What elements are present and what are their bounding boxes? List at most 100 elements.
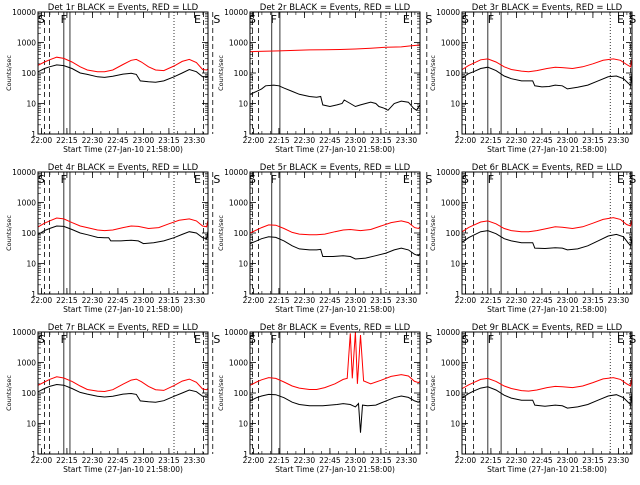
- lld-series-line: [38, 56, 208, 73]
- x-tick-label: 23:30: [184, 296, 206, 305]
- x-axis-label: Start Time (27-Jan-10 21:58:00): [487, 465, 607, 474]
- time-marker-letter: S: [38, 173, 45, 186]
- x-tick-label: 23:30: [396, 136, 418, 145]
- y-tick-label: 10: [238, 420, 248, 429]
- time-marker-letter: S: [425, 13, 432, 26]
- y-tick-label: 10: [450, 260, 460, 269]
- panel-title: Det 2r BLACK = Events, RED = LLD: [260, 3, 411, 13]
- x-tick-label: 22:45: [531, 456, 553, 465]
- x-tick-label: 22:00: [455, 136, 477, 145]
- y-tick-label: 100: [22, 389, 37, 398]
- x-tick-label: 23:00: [345, 296, 367, 305]
- y-axis-label: Counts/sec: [5, 55, 13, 91]
- y-tick-label: 1000: [441, 199, 460, 208]
- x-tick-label: 23:30: [608, 456, 630, 465]
- lld-series-line: [250, 220, 420, 236]
- panel-9: Det 9r BLACK = Events, RED = LLD 1 10 100 10…: [429, 323, 636, 474]
- time-marker-letter: F: [488, 173, 494, 186]
- lld-series-line: [250, 332, 420, 390]
- lld-series-line: [38, 217, 208, 232]
- panel-title: Det 5r BLACK = Events, RED = LLD: [260, 163, 411, 173]
- x-tick-label: 22:30: [506, 296, 528, 305]
- panel-5: Det 5r BLACK = Events, RED = LLD 1 10 100 10…: [217, 163, 432, 314]
- panel-title: Det 1r BLACK = Events, RED = LLD: [48, 3, 199, 13]
- panel-8: Det 8r BLACK = Events, RED = LLD 1 10 100 10…: [217, 323, 432, 474]
- y-tick-label: 1000: [17, 359, 36, 368]
- x-tick-label: 23:00: [133, 296, 155, 305]
- time-marker-letter: E: [194, 13, 201, 26]
- x-tick-label: 23:15: [158, 136, 180, 145]
- plot-frame: [37, 331, 209, 455]
- plot-frame: [461, 331, 633, 455]
- y-tick-label: 10: [26, 260, 36, 269]
- panel-title: Det 8r BLACK = Events, RED = LLD: [260, 323, 411, 333]
- events-series-line: [250, 393, 420, 433]
- time-marker-letter: F: [271, 173, 277, 186]
- y-tick-label: 10000: [436, 8, 460, 17]
- x-tick-label: 22:00: [243, 136, 265, 145]
- time-marker-letter: E: [617, 333, 624, 346]
- panel-1: Det 1r BLACK = Events, RED = LLD 1 10 100 10…: [5, 3, 220, 154]
- y-tick-label: 1000: [229, 199, 248, 208]
- plot-frame: [249, 331, 421, 455]
- y-tick-label: 100: [446, 389, 461, 398]
- x-tick-label: 22:00: [455, 296, 477, 305]
- x-tick-label: 23:15: [370, 456, 392, 465]
- y-tick-label: 10: [450, 420, 460, 429]
- y-tick-label: 10000: [12, 168, 36, 177]
- x-tick-label: 22:45: [531, 296, 553, 305]
- y-axis-label: Counts/sec: [429, 55, 437, 91]
- x-tick-label: 23:00: [345, 136, 367, 145]
- time-marker-letter: S: [425, 173, 432, 186]
- time-marker-letter: S: [38, 333, 45, 346]
- panel-4: Det 4r BLACK = Events, RED = LLD 1 10 100 10…: [5, 163, 220, 314]
- time-marker-letter: E: [403, 333, 410, 346]
- y-tick-label: 10000: [224, 8, 248, 17]
- y-tick-label: 10000: [12, 328, 36, 337]
- y-axis-label: Counts/sec: [217, 215, 225, 251]
- y-tick-label: 1000: [17, 39, 36, 48]
- y-tick-label: 1: [31, 130, 36, 139]
- x-axis-label: Start Time (27-Jan-10 21:58:00): [275, 465, 395, 474]
- x-tick-label: 22:45: [319, 456, 341, 465]
- time-marker-letter: S: [213, 333, 220, 346]
- y-tick-label: 10: [450, 100, 460, 109]
- y-tick-label: 1000: [441, 359, 460, 368]
- y-axis-label: Counts/sec: [5, 215, 13, 251]
- x-axis-label: Start Time (27-Jan-10 21:58:00): [63, 465, 183, 474]
- time-marker-letter: F: [488, 13, 494, 26]
- time-marker-letter: S: [249, 173, 256, 186]
- x-tick-label: 22:15: [268, 456, 290, 465]
- y-tick-label: 100: [234, 229, 249, 238]
- x-tick-label: 23:30: [608, 296, 630, 305]
- time-marker-letter: E: [617, 13, 624, 26]
- x-tick-label: 23:15: [158, 456, 180, 465]
- plot-frame: [37, 171, 209, 295]
- panel-title: Det 6r BLACK = Events, RED = LLD: [472, 163, 623, 173]
- x-tick-label: 22:15: [268, 296, 290, 305]
- time-marker-letter: E: [617, 173, 624, 186]
- x-tick-label: 23:15: [370, 296, 392, 305]
- time-marker-letter: S: [629, 173, 636, 186]
- x-tick-label: 22:00: [31, 136, 53, 145]
- x-axis-label: Start Time (27-Jan-10 21:58:00): [63, 305, 183, 314]
- x-tick-label: 22:15: [480, 136, 502, 145]
- time-marker-letter: F: [271, 333, 277, 346]
- x-tick-label: 23:30: [396, 296, 418, 305]
- y-axis-label: Counts/sec: [217, 375, 225, 411]
- events-series-line: [38, 225, 208, 245]
- x-tick-label: 22:00: [31, 296, 53, 305]
- y-tick-label: 1000: [229, 359, 248, 368]
- x-tick-label: 22:15: [268, 136, 290, 145]
- y-tick-label: 10000: [12, 8, 36, 17]
- x-tick-label: 22:15: [480, 296, 502, 305]
- y-axis-label: Counts/sec: [5, 375, 13, 411]
- x-tick-label: 22:00: [455, 456, 477, 465]
- time-marker-letter: F: [61, 13, 67, 26]
- panel-title: Det 7r BLACK = Events, RED = LLD: [48, 323, 199, 333]
- time-marker-letter: S: [629, 333, 636, 346]
- plot-frame: [461, 11, 633, 135]
- time-marker-letter: S: [38, 13, 45, 26]
- time-marker-letter: S: [462, 173, 469, 186]
